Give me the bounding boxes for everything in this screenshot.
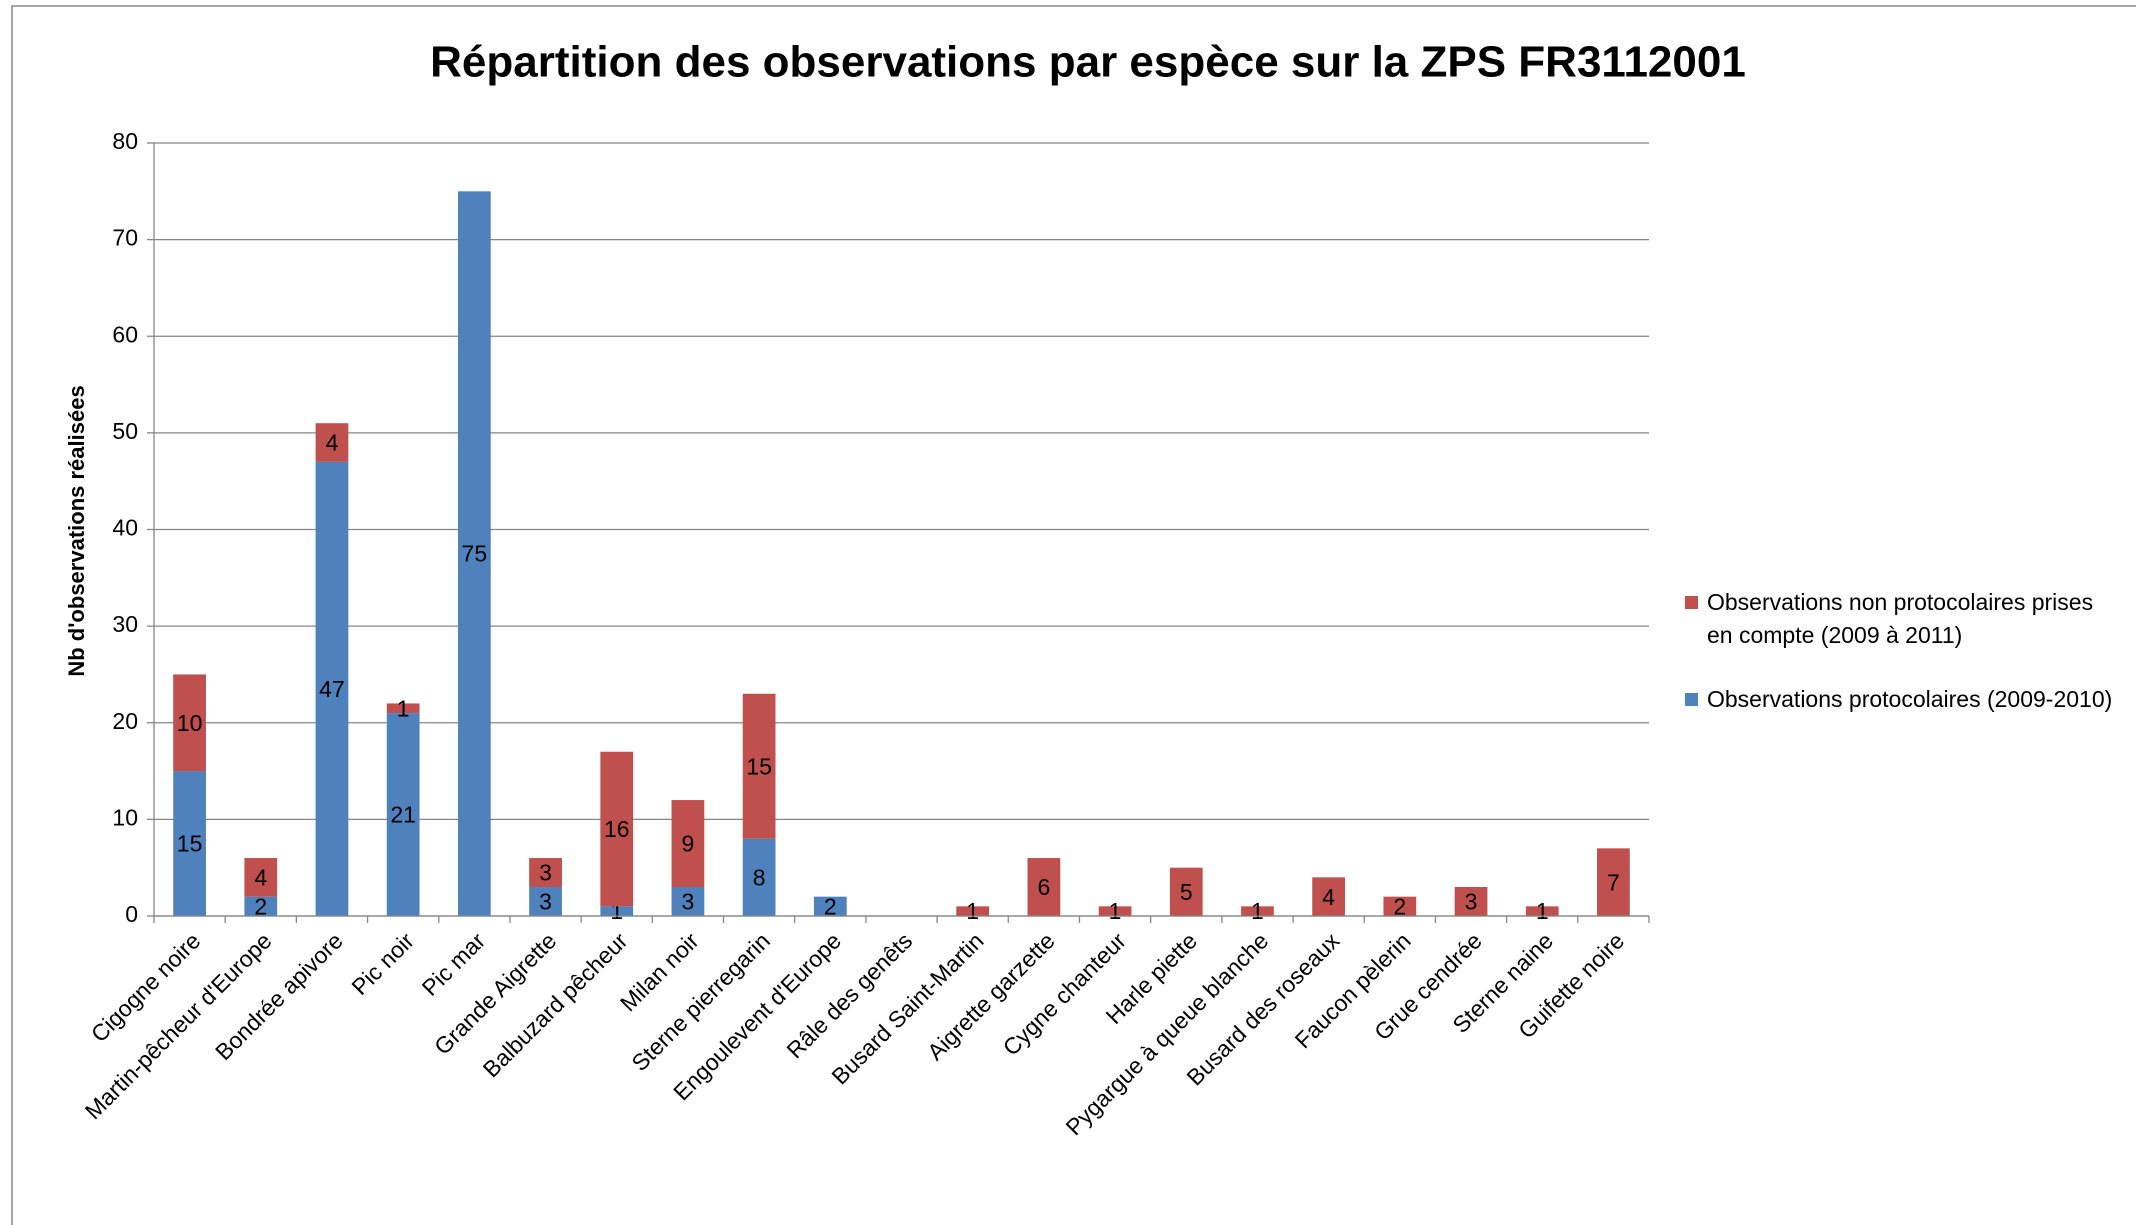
- x-tick-label: Cygne chanteur: [998, 927, 1131, 1060]
- bar-segment: [600, 751, 634, 907]
- data-label: 3: [539, 889, 552, 915]
- data-label: 2: [1393, 893, 1406, 919]
- bar-segment: [386, 713, 420, 916]
- x-tick-label: Bondrée apivore: [210, 927, 348, 1065]
- bar-segment: [244, 858, 278, 897]
- bar-segment: [1241, 906, 1274, 916]
- bar-segment: [742, 693, 776, 839]
- y-tick-label: 80: [112, 128, 138, 154]
- data-label: 4: [1322, 884, 1335, 910]
- legend-item: Observations non protocolaires prises en…: [1685, 586, 2125, 652]
- bar-segment: [244, 896, 278, 916]
- y-tick-label: 10: [112, 804, 138, 830]
- data-label: 8: [753, 864, 766, 890]
- data-label: 15: [746, 753, 772, 779]
- legend-swatch: [1685, 596, 1698, 609]
- data-label: 2: [254, 893, 267, 919]
- chart-title: Répartition des observations par espèce …: [430, 38, 1746, 87]
- bar-segment: [742, 838, 776, 916]
- data-label: 21: [390, 802, 416, 828]
- bar-segment: [813, 896, 847, 916]
- bar-segment: [1312, 877, 1346, 916]
- bar-segment: [956, 906, 990, 916]
- bar-segment: [457, 191, 491, 916]
- bar-segment: [600, 906, 634, 916]
- x-tick-label: Aigrette garzette: [922, 927, 1060, 1065]
- bar-segment: [315, 423, 349, 462]
- bar-segment: [529, 858, 562, 888]
- bar-segment: [386, 703, 420, 714]
- legend-item: Observations protocolaires (2009-2010): [1685, 683, 2125, 716]
- x-tick-label: Pic noir: [346, 927, 419, 1000]
- data-label: 15: [177, 831, 203, 857]
- data-label: 4: [254, 864, 267, 890]
- data-label: 1: [966, 898, 979, 924]
- y-tick-label: 30: [112, 611, 138, 637]
- data-label: 1: [1109, 898, 1122, 924]
- y-tick-label: 70: [112, 225, 138, 251]
- data-label: 4: [326, 430, 339, 456]
- legend-label: Observations non protocolaires prises en…: [1707, 589, 2094, 648]
- data-label: 6: [1037, 874, 1050, 900]
- y-axis-label: Nb d'observations réalisées: [64, 385, 89, 676]
- chart-border: [11, 5, 2136, 1225]
- bar-segment: [1597, 848, 1630, 916]
- data-label: 5: [1180, 879, 1193, 905]
- bar-segment: [671, 800, 705, 888]
- data-label: 3: [682, 889, 695, 915]
- bar-segment: [1454, 887, 1488, 916]
- bar-segment: [173, 771, 206, 916]
- x-tick-label: Grande Aigrette: [429, 927, 561, 1059]
- y-tick-label: 0: [125, 901, 138, 927]
- data-label: 16: [604, 816, 630, 842]
- data-label: 1: [1536, 898, 1549, 924]
- bar-segment: [671, 887, 705, 916]
- data-label: 75: [462, 541, 488, 567]
- bar-segment: [1383, 896, 1417, 916]
- data-label: 9: [682, 831, 695, 857]
- bar-segment: [1169, 867, 1203, 916]
- data-label: 10: [177, 710, 203, 736]
- bar-segment: [1027, 858, 1061, 916]
- y-tick-label: 40: [112, 515, 138, 541]
- x-tick-label: Râle des genêts: [781, 927, 917, 1063]
- legend-swatch: [1685, 693, 1698, 706]
- data-label: 2: [824, 893, 837, 919]
- y-tick-label: 20: [112, 708, 138, 734]
- bar-segment: [1098, 906, 1132, 916]
- y-tick-label: 50: [112, 418, 138, 444]
- data-label: 3: [539, 860, 552, 886]
- legend-label: Observations protocolaires (2009-2010): [1707, 686, 2113, 712]
- bar-segment: [315, 461, 349, 916]
- y-tick-label: 60: [112, 321, 138, 347]
- data-label: 3: [1465, 889, 1478, 915]
- data-label: 7: [1607, 869, 1620, 895]
- data-label: 47: [319, 676, 345, 702]
- bar-segment: [529, 887, 562, 916]
- bar-segment: [173, 674, 206, 772]
- data-label: 1: [397, 695, 410, 721]
- data-label: 1: [1251, 898, 1264, 924]
- bar-segment: [1525, 906, 1559, 916]
